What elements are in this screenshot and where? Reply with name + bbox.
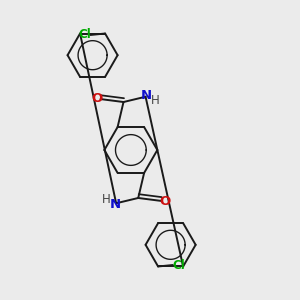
Text: H: H <box>151 94 160 107</box>
Text: Cl: Cl <box>78 28 91 41</box>
Text: Cl: Cl <box>172 259 185 272</box>
Text: N: N <box>141 89 152 102</box>
Text: O: O <box>159 195 171 208</box>
Text: O: O <box>91 92 102 105</box>
Text: H: H <box>102 193 110 206</box>
Text: N: N <box>110 198 121 211</box>
